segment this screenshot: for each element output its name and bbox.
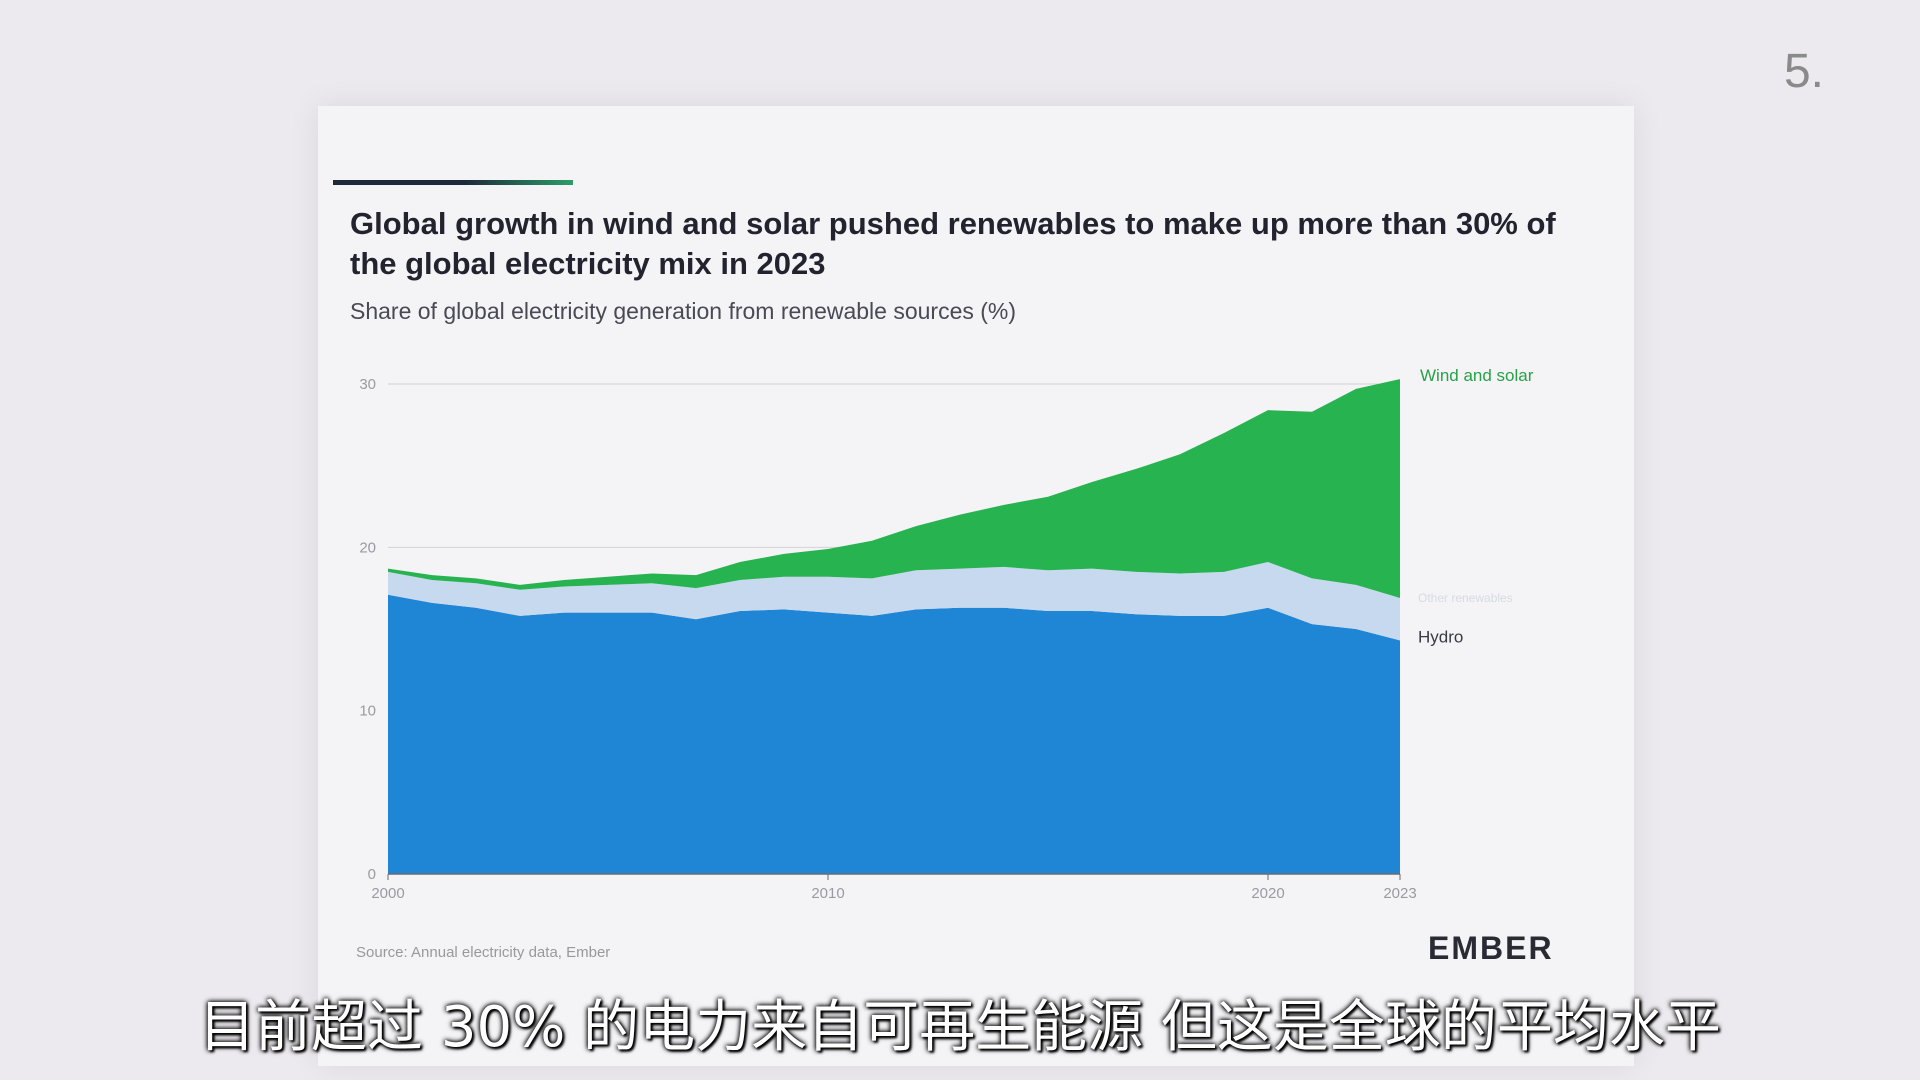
area-hydro — [388, 594, 1400, 874]
legend-label-hydro: Hydro — [1418, 627, 1463, 646]
x-tick-label: 2023 — [1383, 885, 1416, 902]
chart-subtitle: Share of global electricity generation f… — [350, 298, 1017, 324]
ember-logo: EMBER — [1428, 930, 1554, 966]
y-tick-label: 20 — [359, 539, 376, 556]
x-tick-label: 2010 — [811, 885, 844, 902]
legend-label-other-renewables: Other renewables — [1418, 591, 1513, 605]
chart-title: Global growth in wind and solar pushed r… — [350, 206, 1556, 281]
x-tick-label: 2020 — [1251, 885, 1284, 902]
accent-bar — [333, 180, 573, 185]
y-tick-label: 10 — [359, 703, 376, 720]
subtitle-caption: 目前超过 30% 的电力来自可再生能源 但这是全球的平均水平 — [199, 995, 1721, 1060]
x-tick-label: 2000 — [371, 885, 404, 902]
page-number: 5. — [1783, 45, 1824, 98]
y-tick-label: 30 — [359, 376, 376, 393]
chart-source: Source: Annual electricity data, Ember — [356, 944, 611, 961]
area-other-renewables — [388, 562, 1400, 641]
y-tick-label: 0 — [368, 866, 376, 883]
legend-label-wind-solar: Wind and solar — [1420, 366, 1534, 385]
area-wind-and-solar — [388, 379, 1400, 598]
